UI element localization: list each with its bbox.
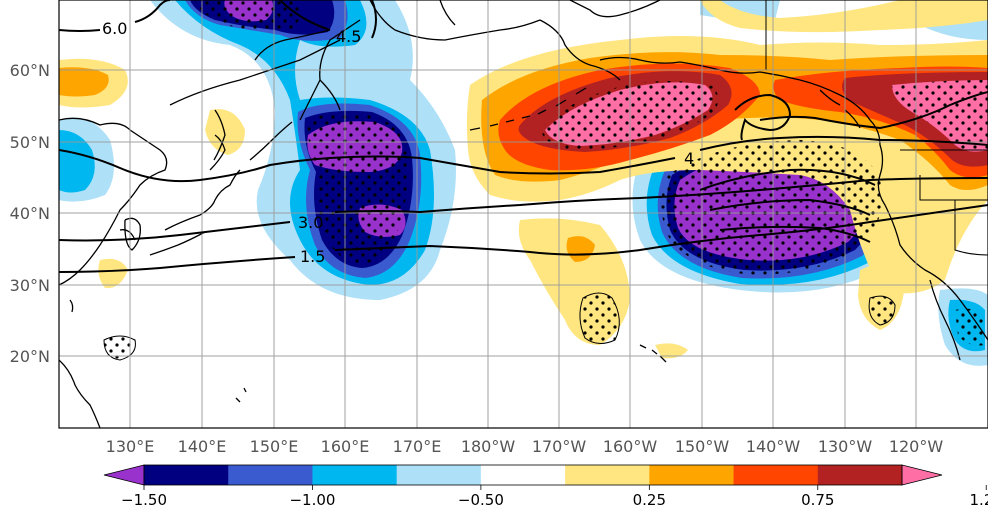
colorbar-tick-label: 1.25 [970,491,988,509]
lat-label-40n: 40°N [10,204,50,223]
colorbar: −1.50 −1.00 −0.50 0.25 0.75 1.25 [103,464,988,509]
colorbar-ticks: −1.50 −1.00 −0.50 0.25 0.75 1.25 [121,485,988,509]
lon-label-120w: 120°W [889,437,944,456]
colorbar-tick-label: −0.50 [458,491,504,509]
lon-label-130e: 130°E [106,437,155,456]
lon-label-130w: 130°W [818,437,873,456]
colorbar-segment [312,465,398,485]
lon-label-150e: 150°E [250,437,299,456]
contour-label-1-5: 1.5 [300,247,325,266]
lat-label-30n: 30°N [10,276,50,295]
contour-label-4-5: 4.5 [336,27,361,46]
country-borders [765,0,988,256]
lat-label-50n: 50°N [10,133,50,152]
colorbar-extend-high [901,464,943,486]
colorbar-segment [565,465,650,485]
lon-label-150w: 150°W [675,437,730,456]
lon-label-140w: 140°W [746,437,801,456]
contour-labels: 6.0 4.5 4 3.0 1.5 [102,19,694,266]
map-frame [58,0,988,429]
colorbar-extend-low [103,464,145,486]
colorbar-segment [480,465,566,485]
lon-label-170w: 170°W [532,437,587,456]
contour-label-6: 6.0 [102,19,127,38]
map-panel: 6.0 4.5 4 3.0 1.5 [59,0,988,428]
gridlines [59,0,988,428]
colorbar-frame [143,464,903,486]
longitude-labels: 130°E 140°E 150°E 160°E 170°E 180°W 170°… [106,437,944,456]
stipple-outlines [103,292,896,361]
colorbar-segment [649,465,735,485]
colorbar-segment [817,465,903,485]
colorbar-segment [733,465,819,485]
colorbar-tick-label: 0.75 [801,491,834,509]
lat-label-20n: 20°N [10,347,50,366]
colorbar-segment [396,465,482,485]
latitude-labels: 60°N 50°N 40°N 30°N 20°N [10,61,50,366]
contour-lines [59,0,988,273]
lat-label-60n: 60°N [10,61,50,80]
colorbar-segments [144,465,903,485]
lon-label-160e: 160°E [321,437,370,456]
lon-label-160w: 160°W [603,437,658,456]
colorbar-segment [228,465,313,485]
colorbar-tick-label: 0.25 [633,491,666,509]
colorbar-tick-label: −1.50 [121,491,167,509]
contour-label-4: 4 [684,149,694,168]
colorbar-tick-label: −1.00 [289,491,335,509]
lon-label-180w: 180°W [461,437,516,456]
contour-label-3: 3.0 [298,213,323,232]
lon-label-140e: 140°E [178,437,227,456]
colorbar-segment [144,465,229,485]
lon-label-170e: 170°E [393,437,442,456]
